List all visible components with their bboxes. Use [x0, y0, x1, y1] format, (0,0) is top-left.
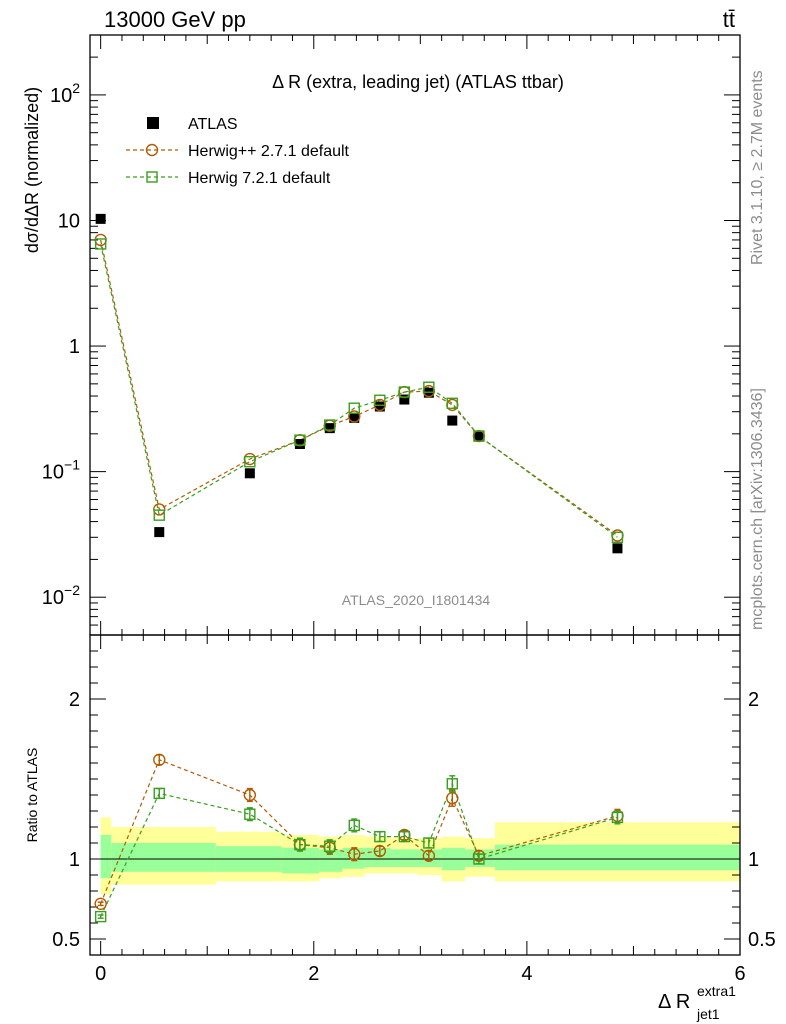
ratio-y-tick-label-left: 0.5 [52, 929, 80, 951]
ratio-y-tick-label-right: 1 [748, 849, 759, 871]
inner-band-3 [281, 847, 320, 874]
process-label: tt̄ [723, 7, 735, 32]
main-y-label-text: dσ/dΔR (normalized) [22, 87, 42, 253]
inner-band-11 [494, 844, 740, 871]
main-point-atlas [294, 438, 305, 449]
main-point-herwig7 [324, 419, 336, 431]
y-tick-label: 1 [69, 336, 80, 358]
ratio-point-herwig7 [423, 837, 435, 849]
main-point-herwigpp [153, 503, 166, 516]
mcplots-label: mcplots.cern.ch [arXiv:1306.3436] [749, 388, 766, 630]
ratio-y-tick-label-right: 2 [748, 689, 759, 711]
main-point-herwig7 [398, 386, 411, 398]
inner-band-0 [100, 835, 112, 879]
y-tick-label: 102 [50, 80, 80, 107]
series-lines [100, 239, 618, 917]
main-point-atlas [447, 415, 458, 426]
ratio-point-herwigpp [153, 753, 166, 766]
x-axis-label: Δ R extra1 jet1 [658, 983, 736, 1022]
main-y-axis-label: dσ/dΔR (normalized) [22, 87, 42, 253]
main-point-herwig7 [348, 402, 360, 414]
main-point-atlas [349, 412, 360, 423]
ratio-point-herwig7 [446, 778, 458, 790]
ratio-uncertainty-bands [90, 817, 740, 895]
main-point-atlas [473, 431, 484, 442]
y-tick-label: 10−1 [42, 457, 80, 484]
main-point-atlas [95, 213, 106, 224]
ratio-point-herwig7 [398, 830, 411, 843]
ratio-y-tick-label-left: 2 [69, 689, 80, 711]
ratio-point-herwigpp [373, 844, 387, 858]
main-point-herwig7 [153, 509, 165, 521]
main-line-2 [100, 243, 618, 538]
legend-label-herwig7: Herwig 7.2.1 default [188, 170, 331, 187]
ratio-point-herwigpp [94, 897, 107, 910]
ratio-point-herwigpp [348, 848, 361, 861]
main-point-herwig7 [423, 381, 435, 393]
main-point-herwig7 [374, 394, 386, 406]
ratio-point-herwigpp [446, 792, 459, 805]
inner-band-7 [390, 849, 418, 867]
main-point-herwig7 [611, 531, 624, 543]
x-label-main: Δ R [658, 991, 690, 1013]
main-point-atlas [244, 468, 255, 479]
x-tick-label: 2 [308, 963, 319, 985]
main-point-herwig7 [244, 455, 256, 468]
ratio-frame [89, 634, 741, 956]
main-point-herwigpp [348, 410, 361, 423]
legend-marker-atlas [147, 117, 159, 129]
ratio-point-herwigpp [422, 849, 436, 862]
axis-ticks [90, 34, 741, 956]
axis-tick-labels: 0 2 4 6 10−2 10−1 1 10 102 0.5 0.5 1 1 2 2 [42, 80, 776, 985]
main-point-herwig7 [94, 238, 107, 250]
main-point-herwig7 [446, 397, 458, 410]
inner-band-10 [465, 849, 495, 867]
data-marks [94, 213, 624, 923]
main-point-atlas [154, 527, 165, 538]
x-label-sub: jet1 [696, 1006, 720, 1022]
ratio-point-herwig7 [244, 808, 256, 820]
x-tick-label: 4 [521, 963, 532, 985]
legend-label-atlas: ATLAS [188, 116, 238, 133]
ratio-y-tick-label-right: 0.5 [748, 929, 776, 951]
ratio-point-herwig7 [153, 787, 165, 800]
x-tick-label: 0 [95, 963, 106, 985]
y-tick-label: 10 [58, 210, 80, 232]
x-label-sup: extra1 [697, 983, 736, 999]
ratio-point-herwig7 [473, 853, 485, 865]
analysis-id-label: ATLAS_2020_I1801434 [342, 592, 491, 608]
ratio-y-label: Ratio to ATLAS [24, 748, 40, 843]
inner-band-4 [319, 849, 343, 872]
ratio-point-herwigpp [243, 788, 257, 802]
main-line-1 [100, 239, 618, 536]
y-tick-label: 10−2 [42, 582, 80, 609]
main-point-herwig7 [473, 430, 485, 442]
legend-marker-herwig7 [146, 171, 158, 183]
ratio-point-herwig7 [611, 811, 624, 824]
legend-label-herwigpp: Herwig++ 2.7.1 default [188, 143, 350, 160]
ratio-point-herwig7 [348, 819, 360, 832]
rivet-version-label: Rivet 3.1.10, ≥ 2.7M events [749, 70, 766, 265]
inner-band-1 [111, 843, 216, 872]
x-tick-label: 6 [734, 963, 745, 985]
main-point-atlas [374, 401, 385, 412]
main-point-atlas [399, 394, 410, 405]
main-point-herwig7 [294, 434, 306, 446]
main-point-atlas [324, 423, 335, 434]
ratio-point-herwig7 [94, 910, 107, 923]
ratio-point-herwig7 [324, 840, 336, 852]
ratio-point-herwig7 [294, 838, 306, 851]
chart-title: Δ R (extra, leading jet) (ATLAS ttbar) [272, 72, 564, 92]
legend: ATLAS Herwig++ 2.7.1 default Herwig 7.2.… [126, 116, 350, 187]
legend-marker-herwigpp [145, 143, 159, 157]
main-point-atlas [612, 543, 623, 554]
ratio-point-herwig7 [374, 830, 386, 843]
energy-label: 13000 GeV pp [104, 7, 246, 32]
ratio-y-tick-label-left: 1 [69, 849, 80, 871]
